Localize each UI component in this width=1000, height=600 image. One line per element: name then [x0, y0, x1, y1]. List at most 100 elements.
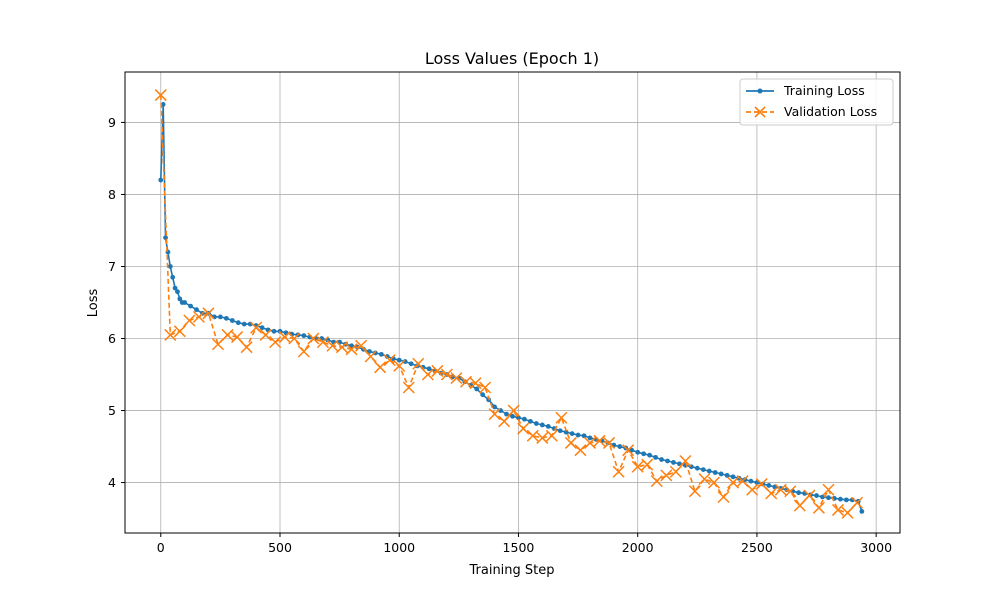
- validation-loss-point: [631, 460, 644, 473]
- validation-loss-point: [412, 357, 425, 370]
- x-axis-label: Training Step: [468, 563, 554, 578]
- training-loss-point: [510, 413, 515, 419]
- training-loss-point: [522, 416, 527, 422]
- validation-loss-point: [831, 503, 845, 516]
- validation-loss-point: [536, 431, 549, 444]
- y-tick-label: 7: [108, 259, 116, 274]
- training-loss-point: [177, 296, 183, 302]
- training-loss-point: [158, 177, 164, 183]
- training-loss-point: [569, 431, 575, 436]
- validation-loss-point: [555, 411, 568, 424]
- training-loss-point: [175, 289, 180, 295]
- training-loss-point: [229, 318, 235, 323]
- validation-loss-point: [202, 307, 215, 320]
- y-tick-label: 9: [108, 115, 116, 130]
- validation-loss-point: [355, 339, 368, 352]
- validation-loss-point: [383, 354, 396, 367]
- training-loss-point: [581, 433, 587, 439]
- validation-loss-point: [765, 487, 778, 500]
- x-tick-label: 1500: [503, 540, 535, 555]
- y-tick-label: 8: [108, 187, 116, 202]
- training-loss-point: [372, 350, 378, 356]
- training-loss-point: [474, 386, 480, 392]
- validation-loss-point: [622, 444, 635, 457]
- validation-loss-point: [650, 475, 663, 488]
- training-loss-point: [718, 471, 724, 477]
- legend-training-marker: [757, 88, 763, 94]
- validation-loss-point: [221, 328, 234, 341]
- validation-loss-point: [603, 436, 616, 449]
- validation-loss-point: [393, 359, 406, 372]
- validation-loss-point: [154, 89, 167, 102]
- training-loss-point: [641, 451, 647, 457]
- training-loss-point: [635, 449, 641, 455]
- validation-loss-point: [259, 328, 272, 341]
- validation-loss-point: [240, 341, 253, 354]
- validation-loss-point: [851, 496, 864, 509]
- y-tick-label: 5: [108, 403, 116, 418]
- validation-loss-point: [641, 458, 654, 471]
- legend-validation-marker: [754, 106, 766, 118]
- validation-loss-point: [173, 325, 186, 338]
- training-loss-point: [349, 343, 354, 349]
- validation-loss-point: [593, 434, 606, 447]
- validation-loss-point: [526, 429, 539, 442]
- validation-loss-point: [488, 408, 501, 421]
- legend-validation-label: Validation Loss: [784, 104, 877, 119]
- training-loss-point: [557, 428, 563, 434]
- training-loss-point: [545, 423, 551, 429]
- validation-loss-point: [297, 345, 310, 358]
- validation-loss-point: [345, 343, 358, 356]
- training-loss-point: [163, 235, 168, 241]
- training-loss-point: [170, 274, 176, 280]
- training-loss-point: [563, 429, 569, 435]
- validation-loss-point: [316, 336, 329, 349]
- validation-loss-point: [498, 415, 511, 428]
- training-loss-point: [217, 314, 223, 320]
- validation-loss-point: [660, 469, 673, 482]
- validation-loss-point: [269, 336, 282, 349]
- x-tick-label: 1000: [383, 540, 415, 555]
- training-loss-point: [820, 494, 825, 500]
- tick-layer: 0 500 1000 1500 2000 2500 3000 4 5 6 7 8 9: [108, 115, 892, 555]
- validation-loss-point: [469, 377, 482, 390]
- validation-loss-point: [841, 506, 854, 519]
- grid-layer: [125, 72, 900, 533]
- validation-loss-point: [479, 381, 492, 394]
- validation-loss-point: [612, 465, 625, 478]
- training-loss-point: [859, 508, 865, 514]
- training-loss-point: [378, 351, 384, 357]
- training-loss-point: [796, 490, 802, 496]
- training-loss-point: [843, 497, 849, 503]
- x-tick-label: 3000: [860, 540, 892, 555]
- training-loss-point: [527, 418, 533, 424]
- training-loss-point: [694, 465, 700, 471]
- training-loss-point: [271, 328, 277, 334]
- validation-loss-point: [822, 483, 835, 496]
- x-tick-label: 0: [157, 540, 165, 555]
- training-loss-point: [617, 444, 623, 449]
- training-loss-point: [539, 422, 545, 428]
- validation-loss-point: [517, 422, 530, 435]
- validation-loss-point: [374, 361, 387, 374]
- training-loss-point: [301, 333, 307, 339]
- training-loss-point: [426, 366, 432, 372]
- training-loss-point: [748, 478, 754, 484]
- series-layer: [154, 89, 865, 519]
- chart-title: Loss Values (Epoch 1): [425, 49, 599, 68]
- plot-frame: [124, 71, 901, 534]
- validation-loss-point: [574, 444, 587, 457]
- validation-loss-point: [755, 477, 768, 491]
- validation-loss-point: [211, 338, 225, 351]
- validation-loss-point: [564, 436, 577, 449]
- x-tick-label: 2500: [741, 540, 773, 555]
- training-loss-point: [188, 303, 193, 309]
- validation-loss-point: [679, 454, 692, 467]
- validation-loss-point: [803, 489, 816, 502]
- training-loss-point: [724, 472, 730, 478]
- validation-loss-point: [192, 310, 205, 323]
- legend-training-label: Training Loss: [783, 83, 865, 98]
- training-loss-point: [259, 325, 265, 331]
- validation-loss-point: [431, 364, 444, 377]
